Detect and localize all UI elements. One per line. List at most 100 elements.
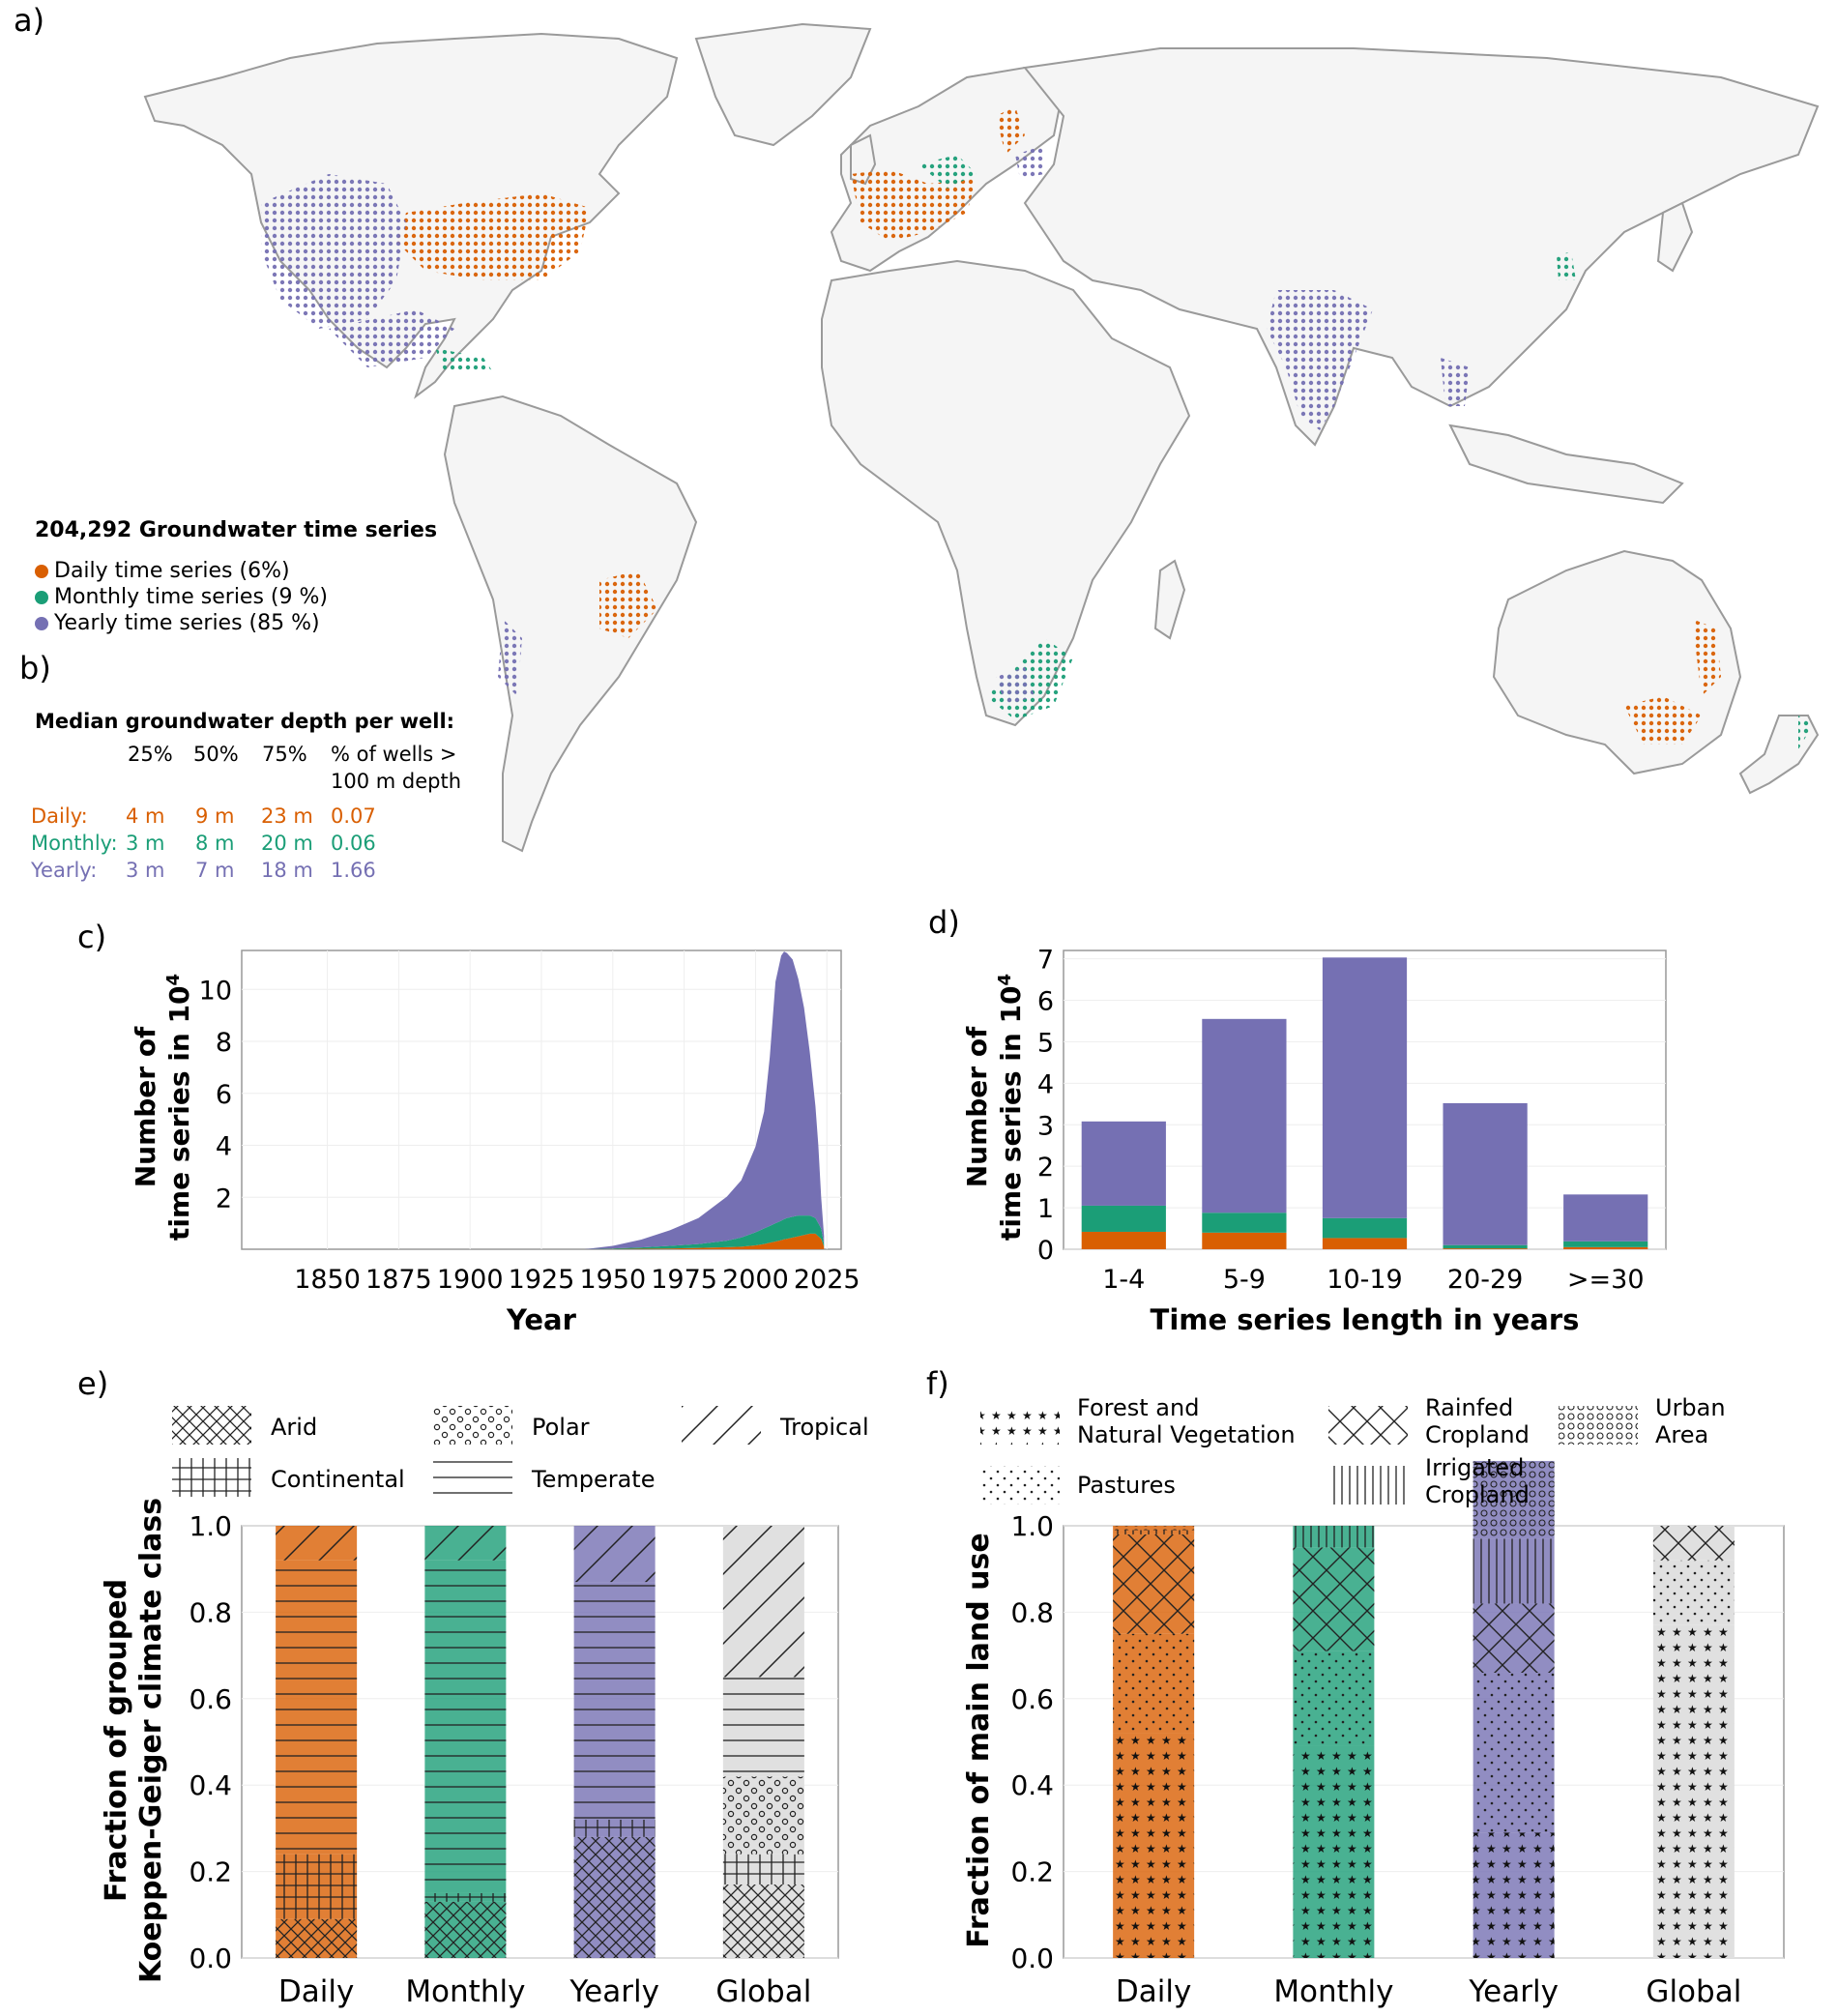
chart-e-legend-label-polar: Polar (532, 1414, 590, 1441)
chart-c-xtick: 2000 (722, 1265, 789, 1295)
chart-e-ytick: 0.8 (189, 1596, 232, 1628)
chart-f-ylabel: Fraction of main land use (962, 1533, 996, 1948)
chart-e-hatch-daily-tropical (276, 1526, 358, 1561)
chart-e-ytick: 1.0 (189, 1510, 232, 1542)
chart-e-hatch-global-tropical (722, 1526, 804, 1678)
chart-d-length-histogram: 0 1 2 3 4 5 6 7 1-4 5-9 10-19 20-29 >=30 Time series … (961, 946, 1667, 1336)
chart-f-ytick: 0.6 (1010, 1683, 1054, 1715)
chart-e-hatch-daily-temperate (276, 1560, 358, 1855)
chart-e-hatch-monthly-continental (424, 1892, 507, 1902)
chart-f-legend-label-stars-2: Natural Vegetation (1077, 1421, 1296, 1448)
depth-header-50: 50% (193, 743, 239, 766)
chart-f-legend-label-dots: Pastures (1077, 1472, 1176, 1499)
chart-d-bar-daily (1081, 1231, 1166, 1249)
chart-e-hatch-monthly-tropical (424, 1526, 507, 1561)
chart-f-legend-label-stars-1: Forest and (1077, 1394, 1199, 1421)
row-yearly-pct: 1.66 (331, 859, 376, 882)
chart-c-xlabel: Year (506, 1303, 577, 1336)
chart-d-ytick: 7 (1037, 946, 1054, 976)
chart-d-bar-yearly (1322, 957, 1408, 1218)
chart-c-xtick: 1925 (509, 1265, 575, 1295)
chart-f-legend-label-bigcross-2: Cropland (1425, 1421, 1530, 1448)
chart-f-legend-swatch-vertical (1328, 1466, 1408, 1505)
row-yearly-label: Yearly: (31, 859, 98, 882)
chart-e-hatch-monthly-temperate (424, 1560, 507, 1893)
chart-f-legend-swatch-bigcross (1328, 1406, 1408, 1445)
chart-e-legend-label-temperate: Temperate (531, 1466, 655, 1493)
chart-c-ytick: 10 (199, 976, 232, 1006)
chart-f-ytick: 0.0 (1010, 1943, 1054, 1974)
chart-e-legend-label-arid: Arid (271, 1414, 317, 1441)
chart-e-legend-swatch-tropical (682, 1406, 761, 1445)
chart-d-ytick: 6 (1037, 987, 1054, 1017)
chart-e-hatch-yearly-temperate (573, 1582, 656, 1820)
chart-f-hatch-yearly-irrigated (1473, 1538, 1555, 1604)
map-legend-yearly-label: Yearly time series (85 %) (54, 611, 320, 635)
chart-d-xtick: 1-4 (1102, 1265, 1145, 1295)
south-america (443, 394, 698, 853)
row-monthly-pct: 0.06 (331, 832, 376, 855)
chart-e-xtick: Monthly (405, 1974, 525, 2009)
chart-f-legend-label-rings-1: Urban (1655, 1394, 1726, 1421)
panel-label-c: c) (77, 919, 107, 955)
chart-f-hatch-global-forest (1652, 1624, 1735, 1958)
chart-c-ytick: 2 (216, 1183, 232, 1213)
chart-f-legend-label-bigcross-1: Rainfed (1425, 1394, 1513, 1421)
chart-d-bar-daily (1322, 1238, 1408, 1249)
chart-d-bar-monthly (1202, 1213, 1287, 1233)
chart-e-ytick: 0.0 (189, 1943, 232, 1974)
chart-d-bar-monthly (1322, 1217, 1408, 1239)
yearly-dot-icon (35, 616, 48, 630)
chart-d-ylabel-2: time series in 104 (995, 974, 1028, 1241)
row-daily-label: Daily: (31, 804, 88, 828)
greenland (694, 22, 872, 147)
chart-d-bar-monthly (1443, 1244, 1528, 1249)
chart-d-ytick: 2 (1037, 1153, 1054, 1183)
indonesia (1448, 424, 1684, 505)
chart-d-ylabel-exp: 4 (995, 974, 1015, 986)
chart-d-bar-monthly (1081, 1205, 1166, 1232)
map-legend-monthly: Monthly time series (9 %) (35, 585, 328, 609)
panel-label-a: a) (14, 2, 45, 39)
chart-d-bar-daily (1443, 1248, 1528, 1249)
panel-label-b: b) (19, 650, 51, 687)
chart-e-ytick: 0.6 (189, 1683, 232, 1715)
chart-d-ytick: 1 (1037, 1194, 1054, 1224)
chart-e-hatch-global-arid (722, 1885, 804, 1958)
chart-f-xtick: Yearly (1468, 1974, 1559, 2009)
chart-d-ytick: 3 (1037, 1111, 1054, 1141)
chart-e-ytick: 0.4 (189, 1769, 232, 1801)
row-yearly-p50: 7 m (195, 859, 235, 882)
chart-e-legend-swatch-continental (172, 1458, 251, 1497)
chart-f-ytick: 1.0 (1010, 1510, 1054, 1542)
row-yearly-p75: 18 m (261, 859, 313, 882)
chart-c-area-yearly (584, 951, 825, 1249)
chart-e-legend-swatch-arid (172, 1406, 251, 1445)
depth-header-25: 25% (128, 743, 173, 766)
japan (1656, 201, 1694, 273)
panel-label-e: e) (77, 1365, 109, 1402)
chart-e-xtick: Yearly (569, 1974, 659, 2009)
chart-e-legend-swatch-temperate (433, 1458, 512, 1497)
chart-f-hatch-daily-irrigated (1113, 1530, 1195, 1534)
chart-c-xtick: 1950 (579, 1265, 646, 1295)
chart-c-area-daily (584, 1233, 825, 1249)
chart-c-xtick: 1975 (651, 1265, 717, 1295)
asia (1023, 47, 1820, 447)
map-legend-daily-label: Daily time series (6%) (54, 559, 290, 583)
chart-f-hatch-monthly-irrigated (1293, 1526, 1375, 1548)
row-monthly-p25: 3 m (126, 832, 165, 855)
panel-label-f: f) (926, 1365, 949, 1402)
chart-d-bar-yearly (1081, 1121, 1166, 1206)
chart-c-ylabel-exp: 4 (163, 974, 184, 986)
chart-d-ytick: 4 (1037, 1069, 1054, 1099)
chart-c-area-monthly (584, 1215, 825, 1249)
chart-f-hatch-daily-urban (1113, 1526, 1195, 1531)
chart-f-hatch-global-rainfed (1652, 1526, 1735, 1561)
chart-e-hatch-monthly-arid (424, 1901, 507, 1958)
chart-f-legend-swatch-rings (1559, 1406, 1638, 1445)
chart-f-hatch-yearly-urban (1473, 1460, 1555, 1539)
chart-f-landuse-fraction: 0.0 0.2 0.4 0.6 0.8 1.0 Daily Monthly Yearly Glob… (962, 1394, 1785, 2009)
chart-d-bar-yearly (1563, 1194, 1648, 1242)
